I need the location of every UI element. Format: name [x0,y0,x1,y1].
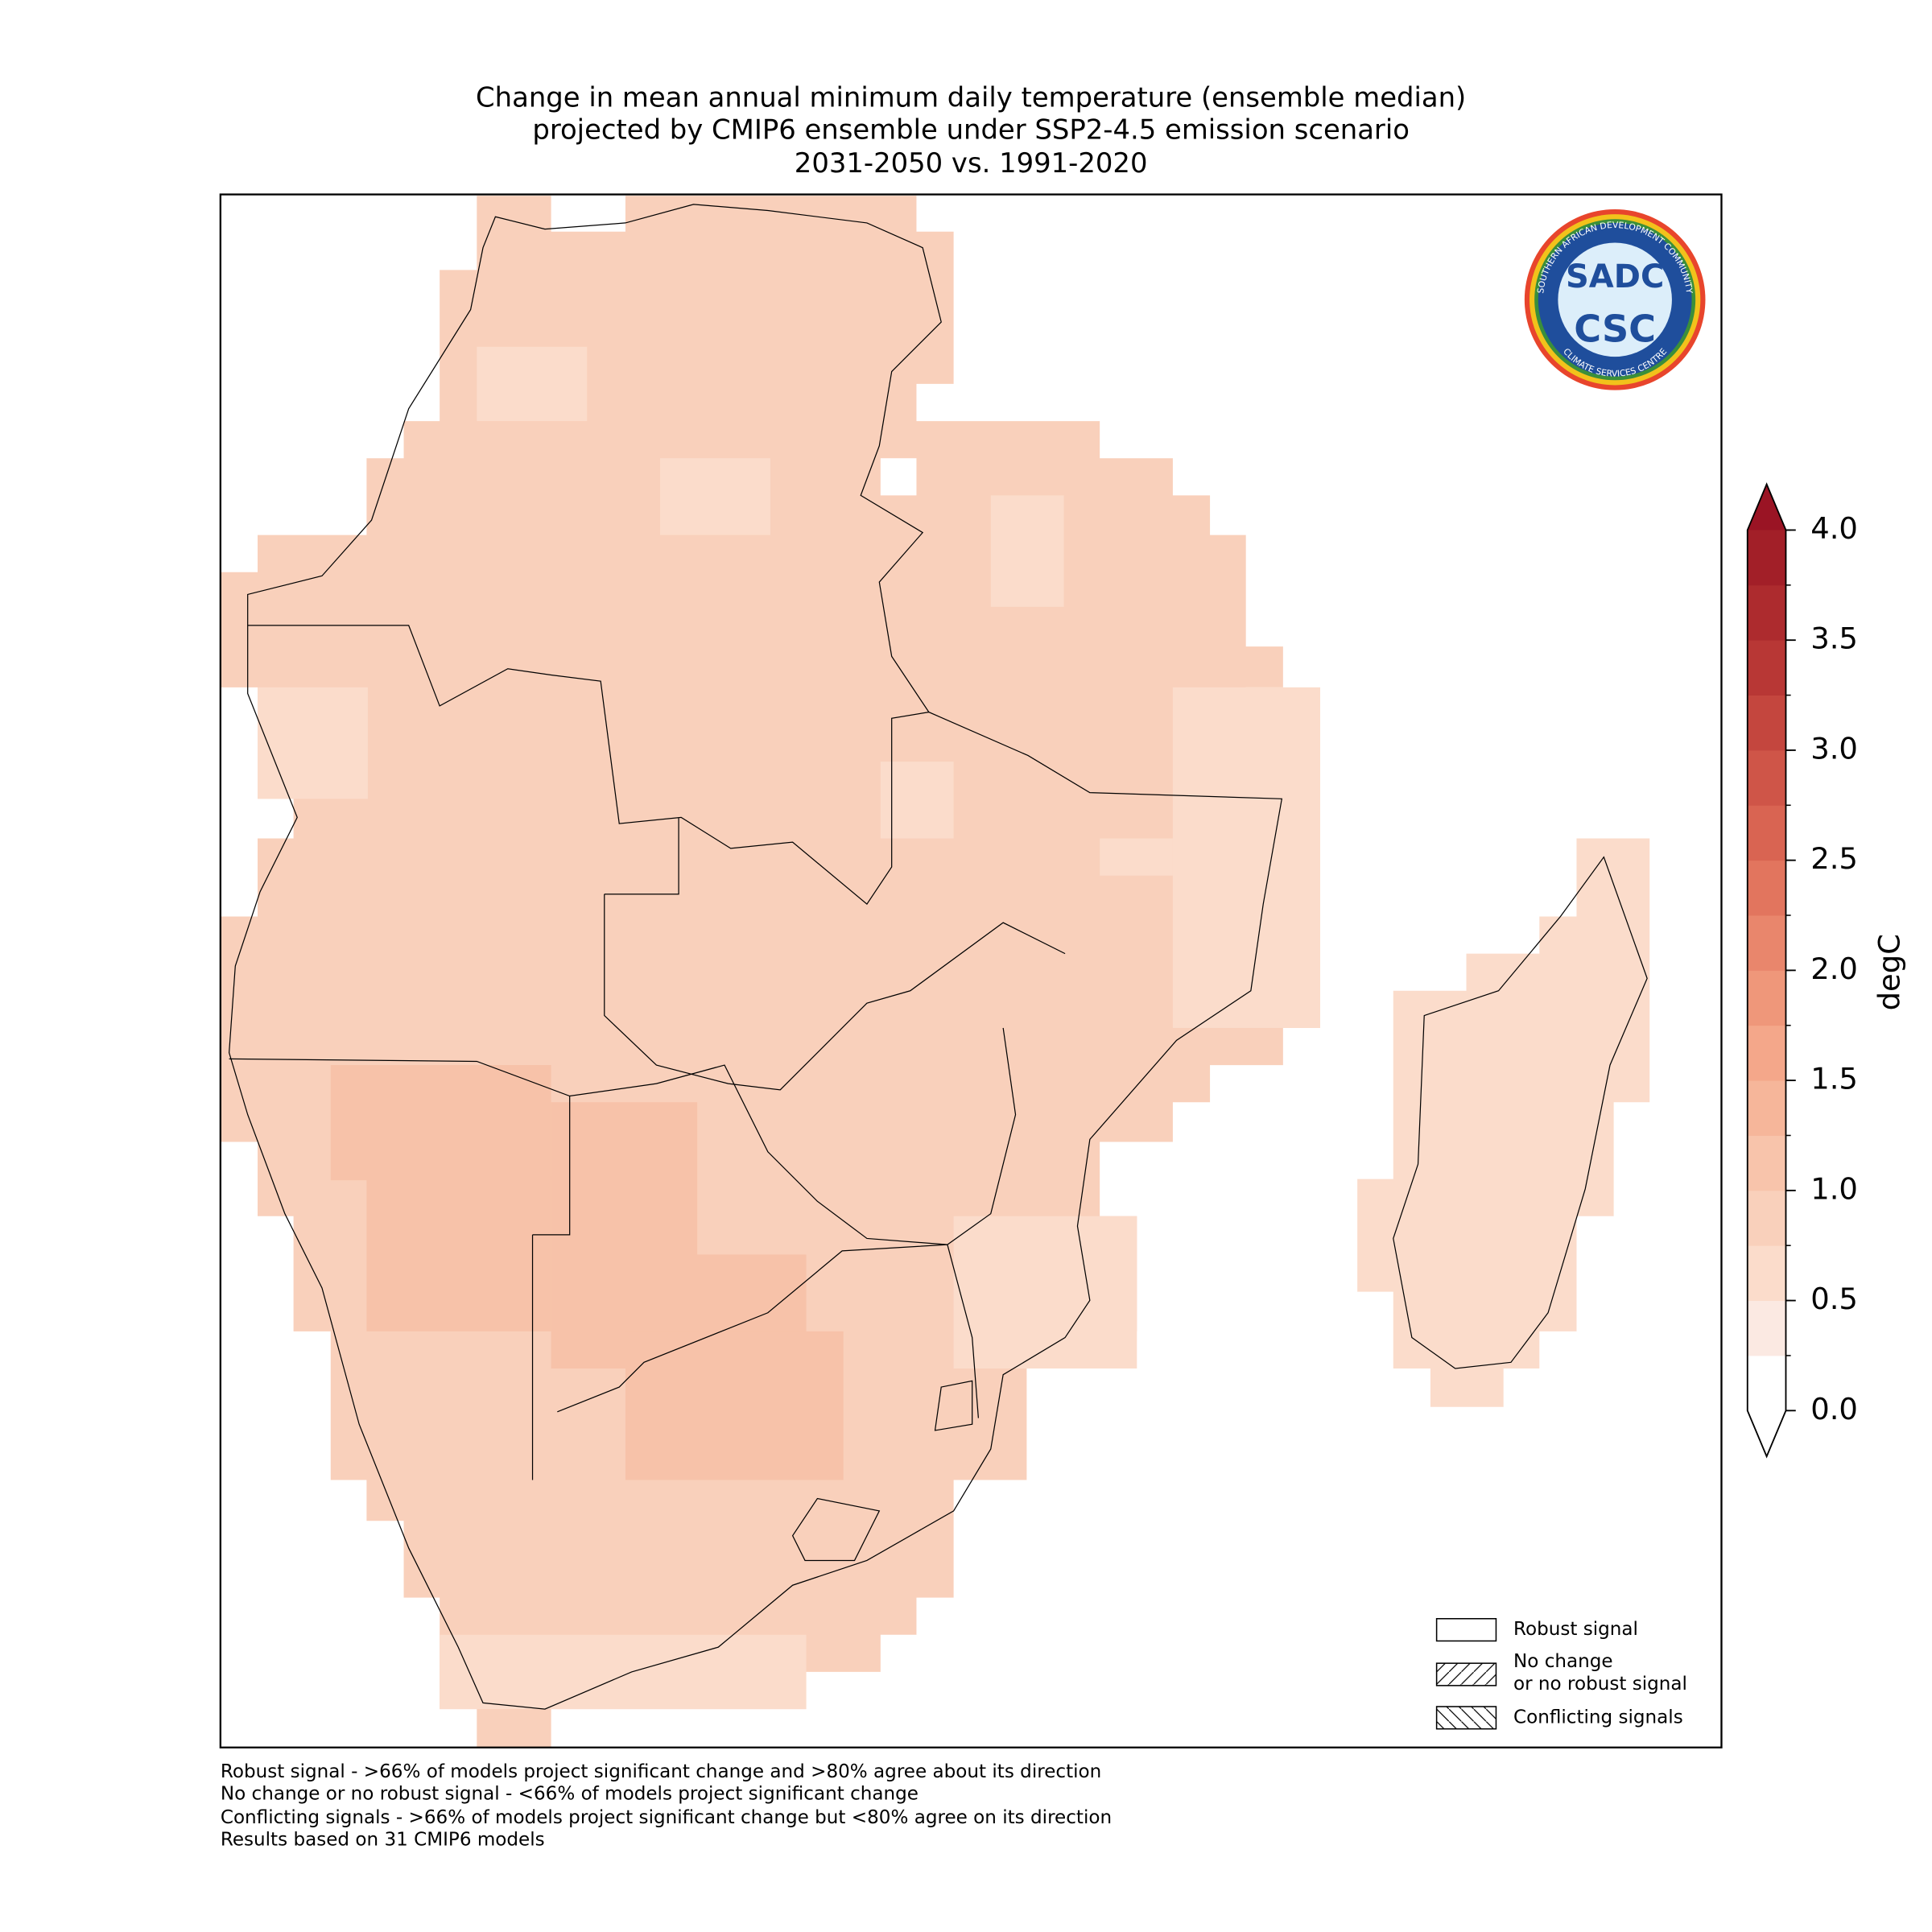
legend: Robust signal No change or no robust sig… [1435,1618,1687,1730]
legend-swatch [1435,1662,1497,1686]
legend-label: Robust signal [1513,1619,1638,1640]
madagascar-raster [1357,838,1650,1407]
colorbar-tick-label: 4.0 [1810,511,1858,546]
colorbar-band [1747,860,1786,916]
colorbar: 0.0 0.5 1.0 1.5 2.0 2.5 3.0 3.5 4.0 [1746,482,1858,1459]
colorbar-outline [1746,482,1787,1459]
logo: SOUTHERN AFRICAN DEVELOPMENT COMMUNITY C… [1524,209,1706,390]
colorbar-tick-label: 3.0 [1810,731,1858,766]
logo-centre: CSC [1574,308,1656,351]
legend-swatch [1435,1618,1497,1642]
footnote: Results based on 31 CMIP6 models [221,1830,545,1851]
colorbar-band [1747,1080,1786,1136]
colorbar-band [1747,1025,1786,1081]
map-frame [219,193,1723,1748]
logo-abbr: SADC [1566,258,1664,295]
colorbar-band [1747,584,1786,641]
legend-label: or no robust signal [1513,1674,1687,1695]
colorbar-extend-top [1747,484,1786,530]
title-line: 2031-2050 vs. 1991-2020 [795,147,1148,179]
colorbar-band [1747,970,1786,1026]
colorbar-tick-label: 0.5 [1810,1282,1858,1316]
colorbar-band [1747,1245,1786,1302]
colorbar-tick-label: 2.0 [1810,952,1858,986]
dark-cells [330,1065,844,1480]
colorbar-tick-label: 1.5 [1810,1062,1858,1096]
colorbar-tick-label: 3.5 [1810,621,1858,656]
colorbar-band [1747,530,1786,586]
colorbar-band [1747,1135,1786,1191]
footnote: Robust signal - >66% of models project s… [221,1761,1101,1782]
title-line: Change in mean annual minimum daily temp… [476,81,1466,113]
colorbar-band [1747,749,1786,806]
colorbar-tick-label: 2.5 [1810,841,1858,876]
legend-label: Conflicting signals [1513,1707,1683,1728]
madagascar-coast [1393,856,1648,1369]
colorbar-tick-label: 1.0 [1810,1171,1858,1206]
title-line: projected by CMIP6 ensemble under SSP2-4… [532,114,1410,145]
country-borders [229,625,1066,1562]
footnote: No change or no robust signal - <66% of … [221,1784,919,1805]
colorbar-tick-label: 0.0 [1810,1392,1858,1426]
coastline [228,204,1283,1710]
map-area [219,193,1723,1748]
raster-gap [880,458,917,496]
colorbar-band [1747,695,1786,751]
colorbar-extend-bottom [1747,1410,1786,1457]
footnote: Conflicting signals - >66% of models pro… [221,1807,1112,1828]
colorbar-band [1747,915,1786,971]
colorbar-band [1747,1300,1786,1356]
colorbar-band [1747,1190,1786,1246]
legend-swatch [1435,1706,1497,1730]
legend-label: No change [1513,1651,1613,1672]
colorbar-label: degC [1872,934,1907,1010]
light-cells [258,346,1320,1710]
colorbar-band [1747,805,1786,861]
colorbar-band [1747,1355,1786,1411]
colorbar-band [1747,640,1786,696]
